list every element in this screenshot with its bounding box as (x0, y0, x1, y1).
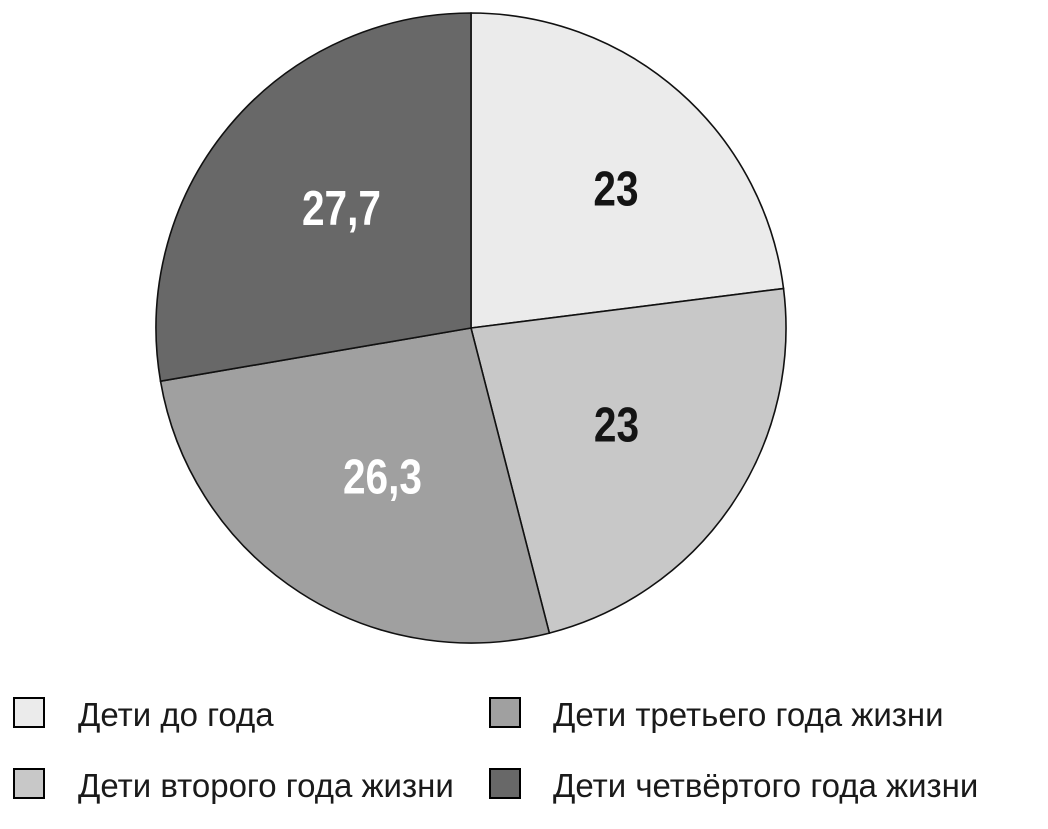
svg-text:27,7: 27,7 (302, 180, 381, 236)
svg-text:23: 23 (594, 397, 639, 453)
svg-text:26,3: 26,3 (343, 449, 422, 505)
svg-text:23: 23 (593, 161, 638, 217)
